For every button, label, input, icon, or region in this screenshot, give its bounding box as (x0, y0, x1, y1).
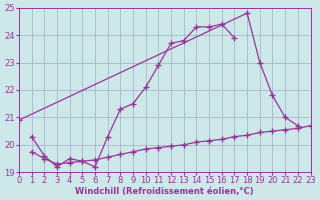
X-axis label: Windchill (Refroidissement éolien,°C): Windchill (Refroidissement éolien,°C) (76, 187, 254, 196)
